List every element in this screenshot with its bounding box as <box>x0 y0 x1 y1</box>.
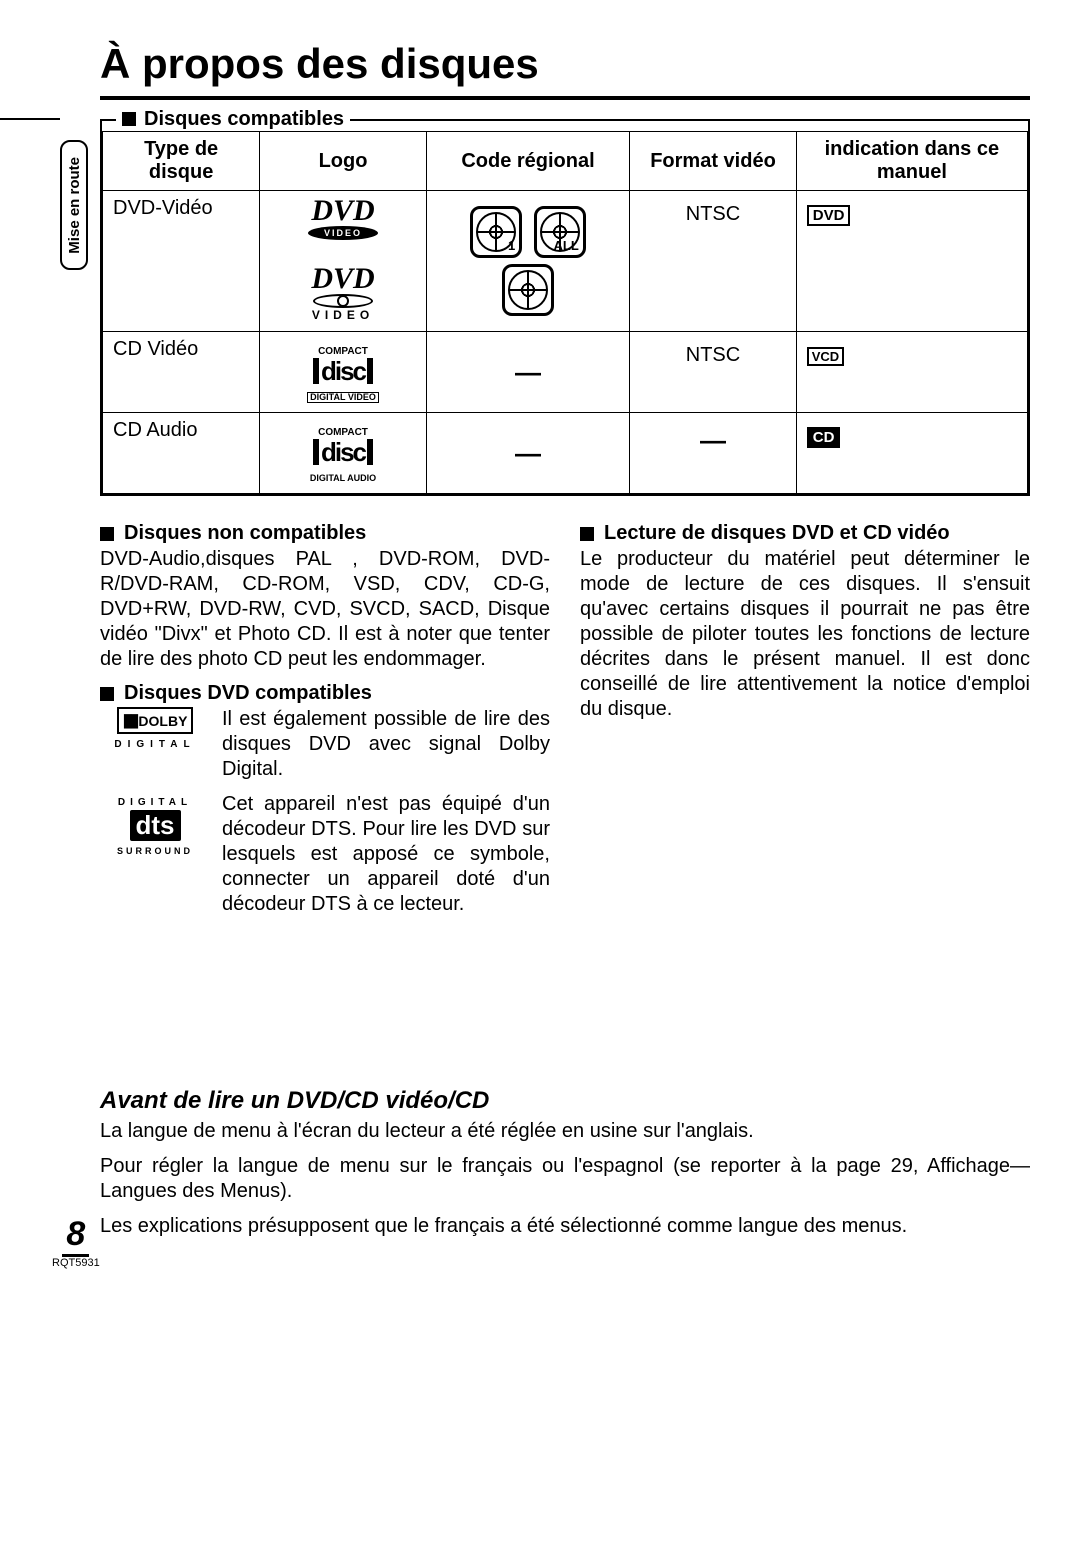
compact-disc-audio-logo-icon: COMPACT disc DIGITAL AUDIO <box>308 419 378 485</box>
cell-format: — <box>630 413 797 494</box>
page-title: À propos des disques <box>100 40 1030 90</box>
before-playing-p3: Les explications présupposent que le fra… <box>100 1214 1030 1239</box>
cell-indication: VCD <box>796 332 1027 413</box>
th-indication: indication dans ce manuel <box>796 132 1027 191</box>
cell-type: DVD-Vidéo <box>103 191 260 332</box>
before-playing-section: Avant de lire un DVD/CD vidéo/CD La lang… <box>100 1087 1030 1239</box>
page-number: 8 <box>62 1215 89 1257</box>
th-logo: Logo <box>260 132 427 191</box>
right-column: Lecture de disques DVD et CD vidéo Le pr… <box>580 516 1030 927</box>
vcd-indicator-icon: VCD <box>807 347 844 366</box>
dvd-logo-icon: DVDVIDEO <box>308 197 378 240</box>
th-type: Type de disque <box>103 132 260 191</box>
bullet-icon <box>580 527 594 541</box>
cell-indication: DVD <box>796 191 1027 332</box>
compatible-discs-table: Type de disque Logo Code régional Format… <box>102 131 1028 494</box>
cell-format: NTSC <box>630 191 797 332</box>
cd-indicator-icon: CD <box>807 427 841 448</box>
page-code: RQT5931 <box>52 1257 100 1269</box>
table-row: CD Vidéo COMPACT disc DIGITAL VIDEO — NT… <box>103 332 1028 413</box>
dvd-indicator-icon: DVD <box>807 205 851 226</box>
side-tab-connector <box>0 118 60 120</box>
cell-type: CD Audio <box>103 413 260 494</box>
region-globe-icon: ALL <box>534 206 586 258</box>
table-row: CD Audio COMPACT disc DIGITAL AUDIO — — … <box>103 413 1028 494</box>
region-globe-icon <box>502 264 554 316</box>
cell-regional: 1 ALL <box>426 191 630 332</box>
th-format: Format vidéo <box>630 132 797 191</box>
table-row: DVD-Vidéo DVDVIDEO DVDVIDEO 1 ALL NTSC <box>103 191 1028 332</box>
before-playing-p2: Pour régler la langue de menu sur le fra… <box>100 1154 1030 1204</box>
cell-indication: CD <box>796 413 1027 494</box>
dvd-video-logo-icon: DVDVIDEO <box>311 265 374 321</box>
playback-body: Le producteur du matériel peut détermine… <box>580 547 1030 722</box>
side-tab: Mise en route <box>60 140 88 270</box>
before-playing-heading: Avant de lire un DVD/CD vidéo/CD <box>100 1087 1030 1115</box>
bullet-icon <box>100 527 114 541</box>
bullet-icon <box>100 687 114 701</box>
dolby-body: Il est également possible de lire des di… <box>222 707 550 782</box>
left-column: Disques non compatibles DVD-Audio,disque… <box>100 516 550 927</box>
non-compatible-heading: Disques non compatibles <box>100 522 550 545</box>
page-number-box: 8 RQT5931 <box>52 1215 100 1269</box>
side-tab-label: Mise en route <box>66 157 83 254</box>
cell-format: NTSC <box>630 332 797 413</box>
non-compatible-body: DVD-Audio,disques PAL , DVD-ROM, DVD-R/D… <box>100 547 550 672</box>
compatible-discs-legend: Disques compatibles <box>116 108 350 131</box>
bullet-icon <box>122 112 136 126</box>
before-playing-p1: La langue de menu à l'écran du lecteur a… <box>100 1119 1030 1144</box>
playback-heading: Lecture de disques DVD et CD vidéo <box>580 522 1030 545</box>
cell-logo: COMPACT disc DIGITAL VIDEO <box>260 332 427 413</box>
dts-body: Cet appareil n'est pas équipé d'un décod… <box>222 792 550 917</box>
dvd-compatible-heading: Disques DVD compatibles <box>100 682 550 705</box>
cell-logo: DVDVIDEO DVDVIDEO <box>260 191 427 332</box>
region-globe-icon: 1 <box>470 206 522 258</box>
dolby-digital-logo-icon: DOLBY DIGITAL <box>100 707 210 752</box>
cell-regional: — <box>426 332 630 413</box>
dts-logo-icon: DIGITAL dts SURROUND <box>100 792 210 859</box>
th-regional: Code régional <box>426 132 630 191</box>
cell-regional: — <box>426 413 630 494</box>
title-rule <box>100 96 1030 100</box>
compatible-discs-box: Disques compatibles Type de disque Logo … <box>100 108 1030 496</box>
compact-disc-video-logo-icon: COMPACT disc DIGITAL VIDEO <box>307 338 379 404</box>
cell-logo: COMPACT disc DIGITAL AUDIO <box>260 413 427 494</box>
cell-type: CD Vidéo <box>103 332 260 413</box>
